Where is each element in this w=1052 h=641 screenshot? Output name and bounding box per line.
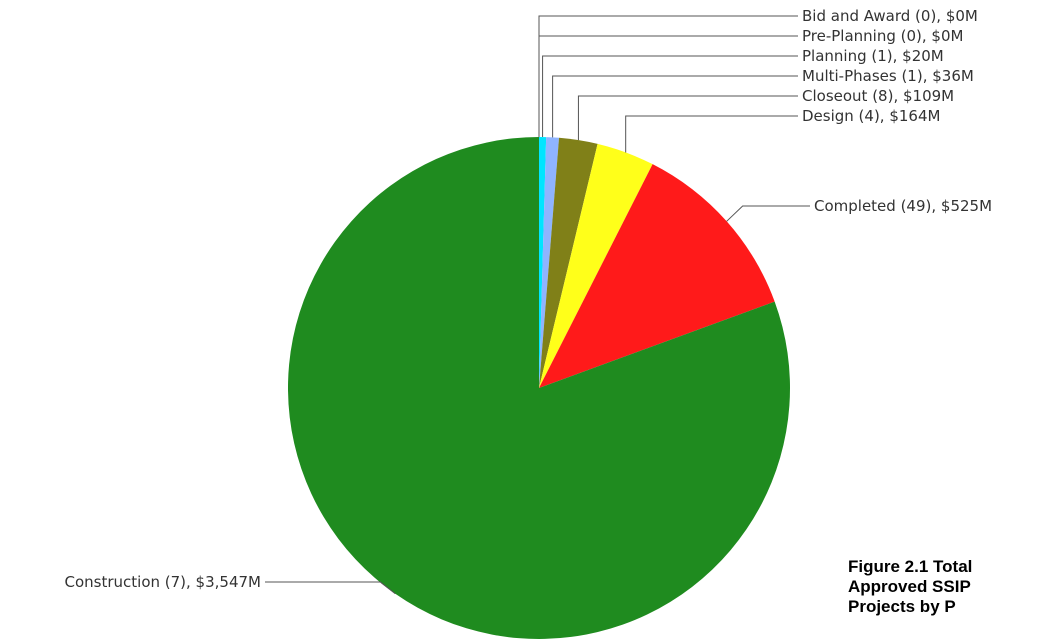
label-planning: Planning (1), $20M — [802, 47, 944, 65]
label-closeout: Closeout (8), $109M — [802, 87, 954, 105]
slice-multi-phases — [539, 137, 560, 388]
leader-completed — [726, 205, 810, 222]
label-construction: Construction (7), $3,547M — [65, 573, 262, 591]
caption-line-1: Figure 2.1 Total — [848, 557, 973, 576]
slice-completed — [539, 164, 775, 388]
leader-design — [625, 115, 798, 153]
label-pre-planning: Pre-Planning (0), $0M — [802, 27, 963, 45]
slice-closeout — [539, 137, 598, 388]
caption-line-3: Projects by P — [848, 597, 956, 616]
slice-construction — [288, 137, 790, 639]
leader-pre-planning — [538, 35, 798, 137]
leader-closeout — [577, 95, 798, 141]
pie-slices — [288, 137, 790, 639]
leader-planning — [542, 55, 798, 138]
label-completed: Completed (49), $525M — [814, 197, 992, 215]
figure-caption: Figure 2.1 Total Approved SSIP Projects … — [848, 557, 1052, 617]
label-bid-and-award: Bid and Award (0), $0M — [802, 7, 978, 25]
label-multi-phases: Multi-Phases (1), $36M — [802, 67, 974, 85]
label-design: Design (4), $164M — [802, 107, 940, 125]
leader-lines — [265, 15, 810, 595]
slice-planning — [539, 137, 547, 388]
leader-construction — [265, 581, 396, 595]
caption-line-2: Approved SSIP — [848, 577, 971, 596]
slice-labels: Bid and Award (0), $0M Pre-Planning (0), … — [65, 7, 993, 591]
slice-design — [539, 143, 653, 388]
leader-multi-phases — [552, 75, 798, 138]
